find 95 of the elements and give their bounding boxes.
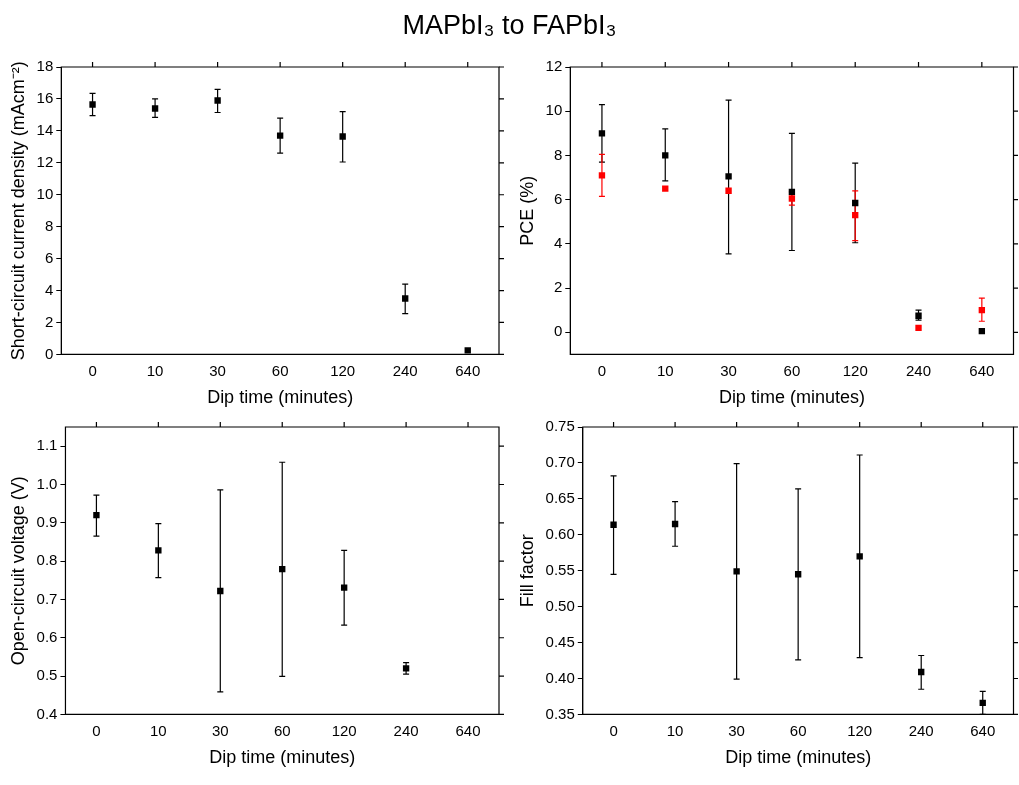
y-tick-label: 0.40 bbox=[545, 668, 575, 686]
y-tick-label: 2 bbox=[553, 278, 563, 296]
y-tick-label: 12 bbox=[36, 152, 54, 170]
y-tick-label: 4 bbox=[44, 280, 54, 298]
x-tick-label: 10 bbox=[666, 721, 684, 739]
y-axis-title: PCE (%) bbox=[516, 175, 537, 246]
point bbox=[93, 511, 100, 519]
x-axis-title: Dip time (minutes) bbox=[725, 747, 872, 768]
x-tick-label: 640 bbox=[455, 361, 481, 379]
point bbox=[671, 520, 679, 528]
x-axis-title: Dip time (minutes) bbox=[207, 387, 354, 408]
y-tick-label: 8 bbox=[553, 145, 563, 163]
point bbox=[918, 668, 925, 676]
y-tick-label: 0.5 bbox=[36, 666, 58, 684]
y-axis-title: Fill factor bbox=[516, 534, 537, 608]
y-tick-label: 14 bbox=[36, 121, 54, 139]
point bbox=[276, 132, 284, 139]
y-tick-label: 1.0 bbox=[36, 474, 58, 492]
y-axis-title: Open-circuit voltage (V) bbox=[7, 476, 28, 666]
x-tick-label: 640 bbox=[970, 721, 996, 739]
y-tick-label: 0.6 bbox=[36, 627, 58, 645]
y-tick-label: 18 bbox=[36, 57, 54, 75]
x-tick-label: 240 bbox=[906, 361, 932, 379]
y-tick-label: 0.45 bbox=[545, 632, 575, 650]
y-tick-label: 1.1 bbox=[36, 436, 58, 454]
y-tick-label: 8 bbox=[44, 216, 54, 234]
x-tick-label: 60 bbox=[783, 361, 801, 379]
y-tick-label: 0.75 bbox=[545, 417, 575, 435]
y-tick-label: 16 bbox=[36, 89, 54, 107]
point bbox=[662, 152, 669, 159]
y-tick-label: 0.9 bbox=[36, 512, 58, 530]
point bbox=[151, 105, 159, 112]
y-tick-label: 0.70 bbox=[545, 453, 575, 471]
x-tick-label: 30 bbox=[209, 361, 226, 379]
x-tick-label: 60 bbox=[273, 721, 291, 739]
x-tick-label: 0 bbox=[609, 721, 618, 739]
x-tick-label: 10 bbox=[656, 361, 674, 379]
point bbox=[662, 185, 669, 192]
point bbox=[598, 172, 606, 179]
x-tick-label: 640 bbox=[969, 361, 995, 379]
y-tick-label: 0.4 bbox=[36, 704, 58, 722]
y-tick-label: 0.55 bbox=[545, 560, 575, 578]
y-tick-label: 4 bbox=[553, 234, 563, 251]
y-tick-label: 12 bbox=[545, 57, 563, 75]
point bbox=[155, 547, 162, 554]
point bbox=[339, 133, 346, 140]
y-tick-label: 6 bbox=[553, 189, 563, 207]
x-tick-label: 30 bbox=[720, 361, 737, 379]
point bbox=[733, 568, 740, 575]
y-tick-label: 2 bbox=[44, 312, 54, 330]
x-tick-label: 120 bbox=[331, 721, 357, 739]
point bbox=[725, 173, 732, 180]
y-tick-label: 6 bbox=[44, 248, 54, 266]
chart-title: MAPbI₃ to FAPbI₃ bbox=[401, 10, 618, 41]
point bbox=[402, 295, 409, 302]
y-tick-label: 0.60 bbox=[545, 524, 575, 542]
x-tick-label: 120 bbox=[847, 721, 873, 739]
x-tick-label: 10 bbox=[150, 721, 167, 739]
x-tick-label: 240 bbox=[908, 721, 934, 739]
x-tick-label: 30 bbox=[728, 721, 745, 739]
x-tick-label: 0 bbox=[92, 721, 101, 739]
x-tick-label: 30 bbox=[211, 721, 229, 739]
x-tick-label: 10 bbox=[146, 361, 164, 379]
x-tick-label: 120 bbox=[842, 361, 868, 379]
x-tick-label: 0 bbox=[597, 361, 607, 379]
point bbox=[915, 324, 922, 332]
y-tick-label: 0.7 bbox=[36, 589, 58, 607]
point bbox=[856, 553, 863, 560]
y-tick-label: 10 bbox=[36, 184, 54, 202]
y-tick-label: 0.8 bbox=[36, 551, 58, 569]
y-tick-label: 0 bbox=[44, 344, 54, 362]
y-axis-title: Short-circuit current density (mAcm⁻²) bbox=[7, 61, 28, 361]
point bbox=[214, 97, 221, 104]
x-tick-label: 0 bbox=[88, 361, 97, 379]
y-tick-label: 0.65 bbox=[545, 488, 575, 506]
x-axis-title: Dip time (minutes) bbox=[209, 747, 356, 768]
point bbox=[340, 584, 348, 591]
point bbox=[464, 347, 471, 354]
x-tick-label: 60 bbox=[271, 361, 289, 379]
y-tick-label: 0.35 bbox=[545, 704, 575, 722]
x-tick-label: 640 bbox=[455, 721, 481, 739]
x-tick-label: 120 bbox=[330, 361, 356, 379]
point bbox=[89, 101, 96, 108]
x-axis-title: Dip time (minutes) bbox=[718, 387, 865, 408]
point bbox=[725, 187, 732, 194]
point bbox=[794, 571, 802, 578]
y-tick-label: 0.50 bbox=[545, 596, 575, 614]
x-tick-label: 60 bbox=[789, 721, 807, 739]
x-tick-label: 240 bbox=[393, 721, 419, 739]
point bbox=[610, 521, 617, 528]
x-tick-label: 240 bbox=[392, 361, 418, 379]
point bbox=[598, 130, 606, 137]
y-tick-label: 10 bbox=[545, 101, 563, 119]
point bbox=[788, 195, 796, 202]
y-tick-label: 0 bbox=[553, 322, 563, 340]
